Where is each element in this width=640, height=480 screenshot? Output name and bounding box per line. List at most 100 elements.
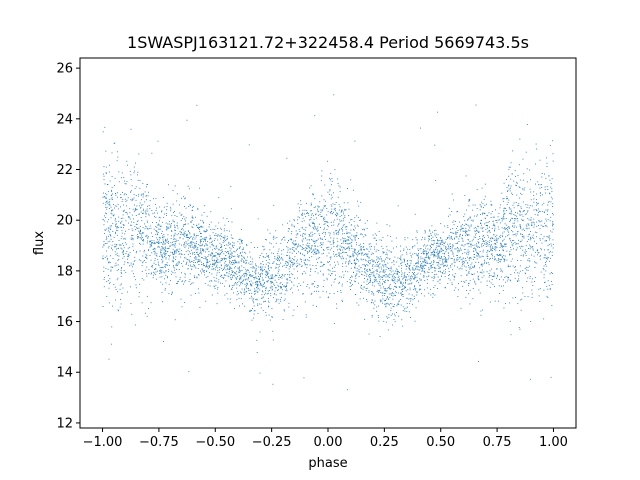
data-point [503,231,505,233]
data-point [393,293,395,295]
data-point [122,192,123,193]
data-point [292,249,294,251]
data-point [545,258,547,259]
data-point [200,270,201,272]
data-point [537,214,539,216]
data-point [290,238,292,240]
data-point [371,291,373,293]
data-point [339,219,341,221]
data-point [243,267,245,268]
data-point [528,234,530,236]
data-point [184,206,186,207]
data-point [154,253,156,255]
data-point [536,250,538,252]
data-point [141,199,143,201]
data-point [335,274,336,276]
data-point [265,260,267,261]
data-point [143,259,145,261]
data-point [471,240,473,242]
data-point [128,256,129,258]
data-point [501,245,503,247]
data-point [511,173,513,175]
data-point [219,235,221,237]
data-point [333,255,335,257]
data-point [462,285,464,287]
data-point [474,247,476,249]
data-point [206,270,208,272]
data-point [420,265,422,266]
data-point [137,227,139,229]
data-point [110,198,112,200]
data-point [434,254,436,256]
data-point [160,211,162,213]
data-point [418,289,420,291]
data-point [506,280,508,282]
data-point [136,227,137,229]
data-point [500,234,502,236]
data-point [277,267,279,269]
data-point [476,230,478,232]
data-point [468,252,470,254]
data-point [321,170,323,172]
data-point [141,220,143,222]
data-point [175,258,176,260]
data-point [449,243,451,245]
data-point [184,235,185,237]
data-point [140,260,142,262]
data-point [298,245,300,247]
data-point [125,212,127,214]
data-point [309,250,311,252]
data-point [226,252,227,254]
data-point [121,220,123,222]
data-point [336,307,338,309]
data-point [522,249,524,251]
data-point [322,238,324,240]
data-point [280,286,282,288]
data-point [327,297,329,299]
data-point [162,236,163,238]
data-point [522,215,524,217]
data-point [487,250,488,252]
data-point [333,233,335,235]
data-point [103,279,105,280]
data-point [111,197,113,199]
data-point [198,274,200,276]
data-point [474,265,476,267]
data-point [355,277,357,279]
data-point [448,256,450,258]
data-point [306,213,307,214]
data-point [261,272,263,274]
data-point [440,242,442,244]
data-point [526,241,528,243]
data-point [424,259,426,261]
data-point [448,278,450,280]
data-point [303,377,305,379]
data-point [153,262,155,264]
data-point [277,258,279,260]
data-point [146,255,148,257]
data-point [415,307,417,309]
data-point [317,210,319,212]
data-point [344,226,346,228]
data-point [186,119,188,121]
data-point [367,220,368,222]
data-point [168,247,170,249]
data-point [481,272,483,274]
data-point [408,268,410,269]
data-point [543,257,545,259]
data-point [267,229,269,231]
data-point [160,253,162,255]
data-point [466,224,467,225]
data-point [131,198,133,200]
data-point [453,289,455,291]
data-point [140,207,142,209]
data-point [207,276,209,277]
data-point [312,283,314,285]
data-point [465,232,467,234]
data-point [305,316,307,318]
data-point [150,302,152,304]
data-point [406,279,408,281]
data-point [548,235,550,237]
data-point [121,267,123,268]
data-point [395,290,397,292]
